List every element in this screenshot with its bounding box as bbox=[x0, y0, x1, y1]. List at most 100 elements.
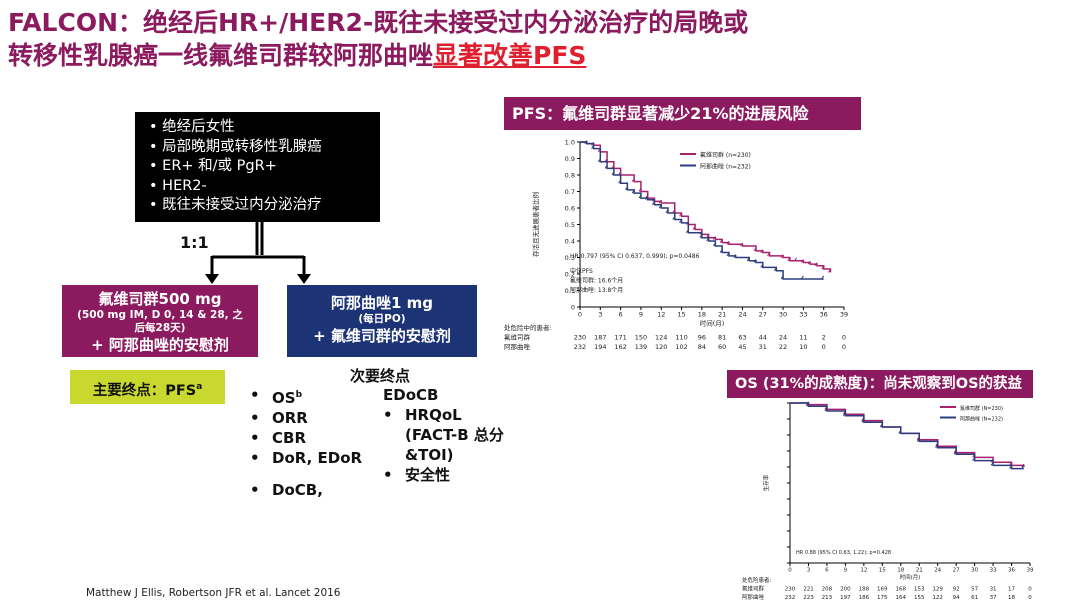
x-tick-label: 39 bbox=[840, 311, 848, 319]
x-tick-label: 24 bbox=[934, 568, 941, 574]
x-tick-label: 12 bbox=[657, 311, 665, 319]
y-tick-label: 0.4 bbox=[565, 238, 575, 246]
censor-mark bbox=[1021, 465, 1025, 469]
risk-table-value: 171 bbox=[614, 334, 626, 342]
y-tick-label: 0.8 bbox=[565, 172, 575, 180]
y-tick-label: 0.9 bbox=[565, 155, 575, 163]
risk-table-row-label: 氟维司群 bbox=[504, 333, 531, 342]
censor-mark bbox=[935, 444, 939, 449]
censor-mark bbox=[746, 257, 750, 262]
x-tick-label: 30 bbox=[971, 568, 978, 574]
arm2-extra: + 氟维司群的安慰剂 bbox=[313, 327, 451, 345]
censor-mark bbox=[719, 239, 723, 243]
censor-mark bbox=[618, 179, 622, 184]
risk-table-value: 120 bbox=[655, 343, 667, 351]
x-tick-label: 9 bbox=[639, 311, 643, 319]
risk-table-value: 208 bbox=[822, 587, 833, 593]
risk-table-value: 168 bbox=[896, 587, 907, 593]
x-tick-label: 27 bbox=[953, 568, 960, 574]
x-tick-label: 24 bbox=[738, 311, 746, 319]
y-tick-label: 0 bbox=[571, 304, 575, 312]
series-line-1 bbox=[790, 402, 1025, 467]
risk-table-value: 122 bbox=[932, 595, 943, 601]
secondary-endpoints-col-2: EDoCB HRQoL (FACT-B 总分 &TOI) 安全性 bbox=[383, 385, 535, 485]
y-tick-label: 0.1 bbox=[565, 287, 575, 295]
x-axis-label: 时间(月) bbox=[700, 318, 725, 327]
risk-table-value: 0 bbox=[1028, 587, 1032, 593]
risk-table-value: 230 bbox=[785, 587, 796, 593]
risk-table-value: 63 bbox=[738, 334, 746, 342]
citation: Matthew J Ellis, Robertson JFR et al. La… bbox=[86, 587, 341, 599]
pfs-chart-title: PFS：氟维司群显著减少21%的进展风险 bbox=[504, 97, 861, 130]
x-tick-label: 39 bbox=[1027, 568, 1034, 574]
os-chart-title: OS (31%的成熟度)：尚未观察到OS的获益 bbox=[727, 370, 1033, 398]
risk-table-value: 187 bbox=[594, 334, 606, 342]
y-tick-label: 1.0 bbox=[565, 139, 575, 147]
legend-label: 氟维司群 (n=230) bbox=[700, 151, 751, 159]
risk-table-value: 230 bbox=[574, 334, 586, 342]
median-annotation: 阿那曲唑: 13.8个月 bbox=[570, 286, 623, 294]
title-line-1: FALCON：绝经后HR+/HER2-既往未接受过内分泌治疗的局晚或 bbox=[8, 8, 749, 37]
legend-label: 阿那曲唑 (n=232) bbox=[700, 163, 751, 171]
risk-table-value: 0 bbox=[842, 334, 846, 342]
hr-annotation: HR 0.797 (95% CI 0.637, 0.999); p=0.0486 bbox=[570, 253, 700, 260]
censor-mark bbox=[672, 216, 676, 220]
y-axis-label: 生存率 bbox=[762, 474, 770, 491]
censor-mark bbox=[953, 450, 957, 455]
title-line-2: 转移性乳腺癌一线氟维司群较阿那曲唑显著改善PFS bbox=[8, 39, 1068, 72]
risk-table-row-label: 阿那曲唑 bbox=[504, 342, 531, 351]
secondary-endpoint-cont: (FACT-B 总分 bbox=[405, 426, 504, 444]
censor-mark bbox=[726, 252, 730, 257]
censor-mark bbox=[638, 194, 642, 199]
censor-mark bbox=[624, 186, 628, 191]
risk-table-value: 153 bbox=[914, 587, 925, 593]
censor-mark bbox=[807, 260, 811, 265]
censor-mark bbox=[1009, 465, 1012, 469]
risk-table-value: 169 bbox=[877, 587, 888, 593]
risk-table-value: 0 bbox=[822, 343, 826, 351]
censor-mark bbox=[692, 226, 696, 230]
risk-table-value: 60 bbox=[718, 343, 726, 351]
arm1-title: 氟维司群500 mg bbox=[98, 290, 222, 308]
censor-mark bbox=[760, 264, 764, 268]
risk-table-value: 22 bbox=[779, 343, 787, 351]
censor-mark bbox=[760, 249, 764, 253]
risk-table-value: 81 bbox=[718, 334, 726, 342]
arm2-detail: (每日PO) bbox=[358, 313, 406, 325]
risk-table-value: 102 bbox=[675, 343, 687, 351]
x-axis-label: 时间(月) bbox=[900, 573, 921, 581]
risk-table-value: 186 bbox=[859, 595, 870, 601]
y-tick-label: 0.6 bbox=[565, 205, 575, 213]
risk-table-value: 10 bbox=[799, 343, 807, 351]
y-tick-label: 0.7 bbox=[565, 188, 575, 196]
censor-mark bbox=[767, 252, 770, 257]
censor-mark bbox=[685, 229, 689, 234]
legend-label: 阿那曲唑 (N=232) bbox=[960, 416, 1003, 423]
anastrozole-arm-box: 阿那曲唑1 mg (每日PO) + 氟维司群的安慰剂 bbox=[287, 285, 477, 357]
censor-mark bbox=[821, 275, 825, 280]
x-tick-label: 18 bbox=[897, 568, 904, 574]
secondary-endpoint: OSb bbox=[272, 385, 362, 408]
series-line-2 bbox=[580, 141, 824, 280]
risk-table-header: 处危险患者: bbox=[742, 576, 772, 584]
criteria-item: ER+ 和/或 PgR+ bbox=[149, 157, 380, 177]
x-tick-label: 3 bbox=[598, 311, 602, 319]
x-tick-label: 0 bbox=[578, 311, 582, 319]
secondary-endpoint: ORR bbox=[272, 408, 362, 428]
risk-table-value: 44 bbox=[759, 334, 767, 342]
risk-table-value: 37 bbox=[990, 595, 997, 601]
x-tick-label: 9 bbox=[844, 568, 848, 574]
risk-table-value: 175 bbox=[877, 595, 888, 601]
inclusion-criteria-box: 绝经后女性 局部晚期或转移性乳腺癌 ER+ 和/或 PgR+ HER2- 既往未… bbox=[135, 112, 380, 222]
x-tick-label: 12 bbox=[860, 568, 867, 574]
censor-mark bbox=[814, 262, 818, 267]
x-tick-label: 6 bbox=[619, 311, 623, 319]
risk-table-value: 139 bbox=[635, 343, 647, 351]
censor-mark bbox=[898, 430, 902, 434]
x-tick-label: 36 bbox=[1008, 568, 1015, 574]
risk-table-value: 24 bbox=[779, 334, 787, 342]
criteria-item: 局部晚期或转移性乳腺癌 bbox=[149, 138, 380, 158]
risk-table-value: 45 bbox=[738, 343, 746, 351]
